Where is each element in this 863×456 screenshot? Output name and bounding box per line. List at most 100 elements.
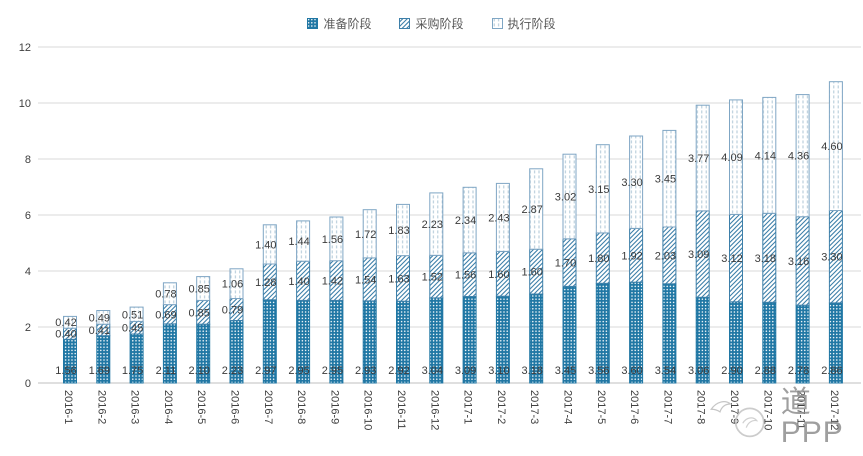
bar-segment-执行阶段 (495, 182, 510, 252)
bar-segment-执行阶段 (595, 144, 610, 234)
value-label: 0.45 (122, 323, 143, 335)
bar-segment-执行阶段 (828, 81, 843, 211)
bar-segment-执行阶段 (795, 94, 810, 218)
value-label: 0.85 (188, 307, 209, 319)
value-label: 3.30 (821, 252, 842, 264)
value-label: 1.52 (422, 272, 443, 284)
value-label: 1.06 (222, 279, 243, 291)
bar-segment-执行阶段 (196, 276, 211, 301)
x-tick-label: 2017-2 (495, 390, 507, 424)
value-label: 0.49 (89, 312, 110, 324)
legend-item-preparation: 准备阶段 (307, 15, 371, 32)
x-tick-label: 2017-1 (462, 390, 474, 424)
value-label: 2.88 (755, 365, 776, 377)
x-tick-label: 2017-10 (761, 390, 773, 430)
legend-swatch-dashes-icon (491, 18, 503, 29)
value-label: 3.04 (422, 365, 443, 377)
value-label: 0.41 (89, 325, 110, 337)
value-label: 1.80 (588, 253, 609, 265)
x-tick-label: 2016-4 (162, 390, 174, 424)
value-label: 2.34 (455, 215, 476, 227)
value-label: 1.75 (122, 365, 143, 377)
bar-segment-执行阶段 (329, 216, 344, 262)
value-label: 2.10 (188, 365, 209, 377)
gridlines: 0 2 4 6 8 10 12 (19, 42, 861, 390)
value-label: 1.83 (388, 225, 409, 237)
value-label: 1.40 (288, 276, 309, 288)
value-label: 1.40 (255, 239, 276, 251)
bar-segment-执行阶段 (63, 315, 77, 329)
value-label: 1.28 (255, 277, 276, 289)
bar-segment-执行阶段 (362, 209, 377, 259)
value-label: 3.10 (488, 365, 509, 377)
legend-label-execution: 执行阶段 (507, 17, 556, 31)
value-label: 1.42 (322, 276, 343, 288)
value-label: 2.93 (355, 365, 376, 377)
labels: 1.56 0.400.42 2016-1 1.69 0.410.49 2016-2 1.75… (55, 141, 842, 430)
value-label: 1.69 (89, 365, 110, 377)
legend-item-procurement: 采购阶段 (399, 15, 464, 32)
bars (63, 81, 843, 384)
bar-segment-执行阶段 (695, 104, 710, 212)
value-label: 1.56 (455, 270, 476, 282)
value-label: 4.09 (721, 152, 742, 164)
value-label: 3.30 (621, 177, 642, 189)
legend-label-preparation: 准备阶段 (323, 17, 372, 31)
value-label: 0.40 (55, 329, 76, 341)
value-label: 0.85 (188, 284, 209, 296)
x-tick-label: 2017-9 (728, 390, 740, 424)
x-tick-label: 2016-7 (262, 390, 274, 424)
y-tick-label: 10 (19, 98, 31, 110)
value-label: 4.14 (755, 150, 776, 162)
x-tick-label: 2016-3 (129, 390, 141, 424)
value-label: 1.54 (355, 274, 376, 286)
x-tick-label: 2016-9 (328, 390, 340, 424)
y-tick-label: 8 (25, 154, 31, 166)
value-label: 4.36 (788, 151, 809, 163)
value-label: 3.45 (555, 365, 576, 377)
legend-swatch-hatch-icon (399, 18, 411, 29)
value-label: 2.95 (322, 365, 343, 377)
x-tick-label: 2017-12 (828, 390, 840, 430)
y-tick-label: 0 (25, 378, 31, 390)
x-tick-label: 2016-2 (95, 390, 107, 424)
x-tick-label: 2016-6 (229, 390, 241, 424)
value-label: 1.92 (621, 250, 642, 262)
value-label: 2.86 (821, 365, 842, 377)
value-label: 3.45 (655, 174, 676, 186)
x-tick-label: 2016-1 (62, 390, 74, 424)
bar-segment-执行阶段 (296, 220, 311, 262)
value-label: 3.09 (688, 249, 709, 261)
value-label: 2.87 (521, 204, 542, 216)
value-label: 2.23 (222, 365, 243, 377)
value-label: 2.97 (255, 365, 276, 377)
value-label: 1.56 (55, 365, 76, 377)
bar-segment-执行阶段 (396, 203, 410, 257)
bar-segment-执行阶段 (729, 99, 743, 215)
x-tick-label: 2017-5 (595, 390, 607, 424)
value-label: 0.69 (155, 309, 176, 321)
value-label: 3.16 (788, 256, 809, 268)
x-tick-label: 2017-4 (562, 390, 574, 424)
value-label: 0.51 (122, 309, 143, 321)
bar-segment-执行阶段 (162, 282, 177, 306)
value-label: 1.60 (488, 269, 509, 281)
value-label: 1.63 (388, 273, 409, 285)
value-label: 0.42 (55, 317, 76, 329)
bar-segment-执行阶段 (462, 186, 477, 254)
legend-swatch-dots-icon (307, 18, 319, 29)
value-label: 3.06 (688, 365, 709, 377)
x-tick-label: 2017-8 (695, 390, 707, 424)
y-tick-label: 2 (25, 322, 31, 334)
bar-segment-执行阶段 (229, 268, 244, 299)
chart-legend: 准备阶段 采购阶段 执行阶段 (0, 15, 863, 32)
value-label: 0.79 (222, 305, 243, 317)
bar-segment-执行阶段 (96, 310, 111, 325)
x-tick-label: 2017-6 (628, 390, 640, 424)
value-label: 2.78 (788, 365, 809, 377)
x-tick-label: 2016-8 (295, 390, 307, 424)
value-label: 0.78 (155, 289, 176, 301)
value-label: 4.60 (821, 141, 842, 153)
x-tick-label: 2016-5 (195, 390, 207, 424)
value-label: 3.18 (755, 253, 776, 265)
